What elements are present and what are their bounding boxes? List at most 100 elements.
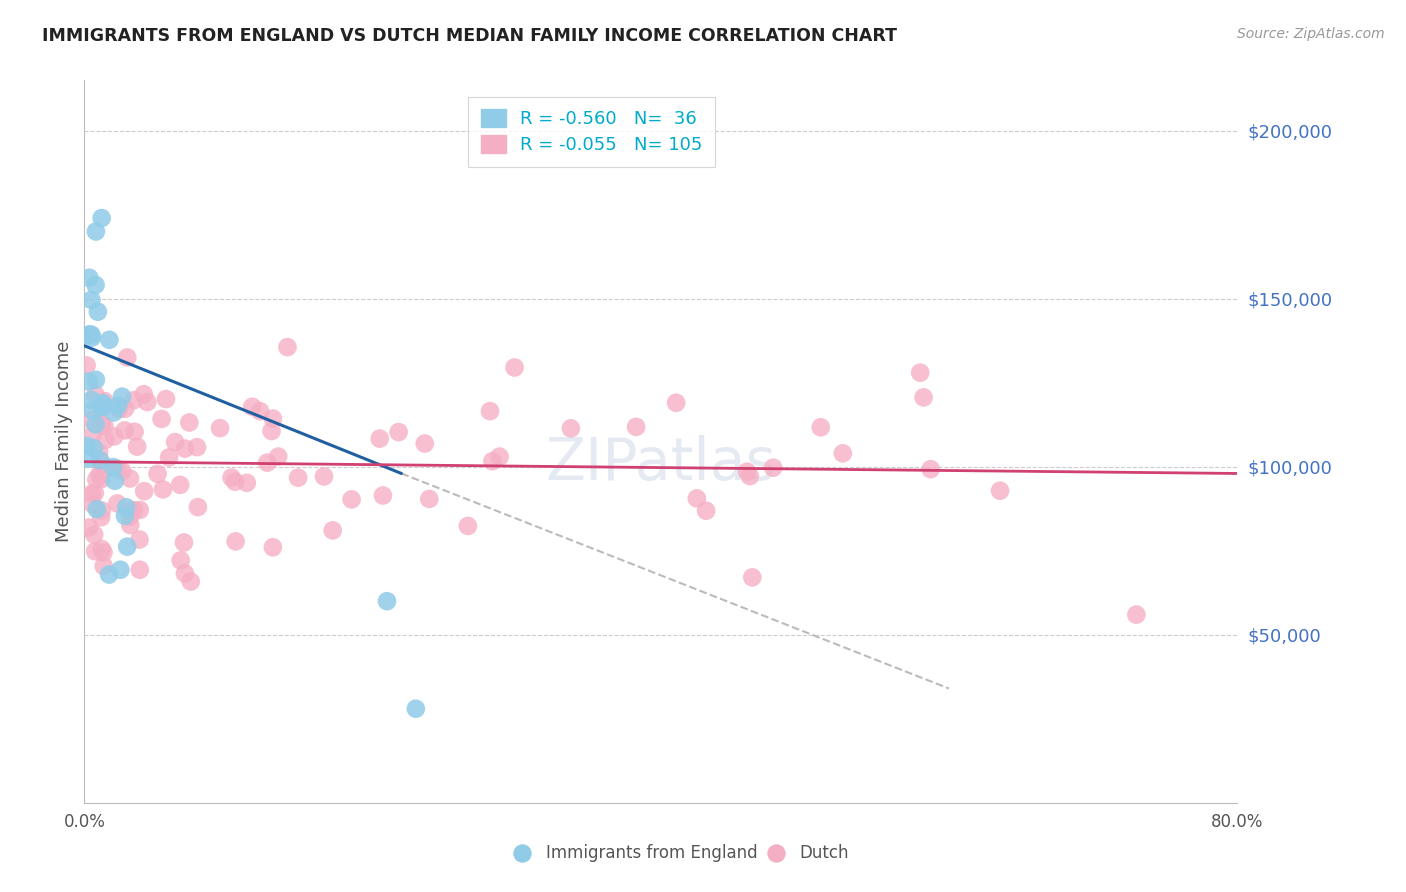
Point [115, 540, 138, 554]
Point [665, 396, 688, 410]
Point [173, 535, 195, 549]
Point [136, 395, 159, 409]
Point [340, 492, 363, 507]
Point [80, 487, 103, 501]
Point [103, 405, 125, 419]
Point [256, 456, 278, 470]
Point [225, 534, 247, 549]
Point [405, 702, 427, 716]
Point [287, 471, 309, 485]
Point [481, 454, 503, 468]
Point [169, 478, 191, 492]
Point [84, 544, 107, 558]
Point [375, 594, 398, 608]
Text: Source: ZipAtlas.com: Source: ZipAtlas.com [1237, 27, 1385, 41]
Point [224, 475, 246, 489]
Point [77, 520, 100, 534]
Point [114, 508, 136, 523]
Point [988, 483, 1011, 498]
Text: IMMIGRANTS FROM ENGLAND VS DUTCH MEDIAN FAMILY INCOME CORRELATION CHART: IMMIGRANTS FROM ENGLAND VS DUTCH MEDIAN … [42, 27, 897, 45]
Point [90, 510, 112, 524]
Point [322, 524, 344, 538]
Point [93, 418, 115, 433]
Point [84, 417, 107, 432]
Point [77, 327, 100, 342]
Point [82, 403, 104, 417]
Point [260, 424, 283, 438]
Point [91, 396, 114, 410]
Point [209, 421, 232, 435]
Point [80, 392, 103, 407]
Point [87, 445, 110, 459]
Point [80, 413, 103, 427]
Point [75, 439, 97, 453]
Point [94, 433, 117, 447]
Point [128, 563, 150, 577]
Point [221, 470, 243, 484]
Point [118, 509, 141, 524]
Point [90, 211, 112, 225]
Point [262, 541, 284, 555]
Point [179, 416, 201, 430]
Y-axis label: Median Family Income: Median Family Income [55, 341, 73, 542]
Point [150, 412, 173, 426]
Point [169, 553, 191, 567]
Point [111, 464, 134, 478]
Point [122, 393, 145, 408]
Point [105, 496, 128, 510]
Point [174, 442, 197, 456]
Point [98, 567, 121, 582]
Point [738, 469, 761, 483]
Point [84, 225, 107, 239]
Point [488, 450, 510, 464]
Point [79, 270, 101, 285]
Point [90, 472, 112, 486]
Point [912, 390, 935, 404]
Point [94, 394, 117, 409]
Point [115, 500, 138, 515]
Point [114, 401, 136, 416]
Point [89, 467, 111, 482]
Point [735, 465, 758, 479]
Point [132, 387, 155, 401]
Point [127, 440, 149, 454]
Point [146, 467, 169, 481]
Point [90, 503, 112, 517]
Point [80, 327, 103, 342]
Point [82, 497, 104, 511]
Point [276, 340, 298, 354]
Point [110, 563, 132, 577]
Point [107, 399, 129, 413]
Point [91, 399, 114, 413]
Point [90, 456, 112, 470]
Point [89, 453, 111, 467]
Point [80, 330, 103, 344]
Point [118, 471, 141, 485]
Point [695, 504, 717, 518]
Point [87, 304, 110, 318]
Point [90, 400, 112, 414]
Point [371, 488, 394, 502]
Point [84, 277, 107, 292]
Point [388, 425, 411, 439]
Point [91, 417, 114, 431]
Point [240, 400, 263, 414]
Point [503, 360, 526, 375]
Point [86, 473, 108, 487]
Point [741, 570, 763, 584]
Point [90, 542, 112, 557]
Point [560, 421, 582, 435]
Point [810, 420, 832, 434]
Point [83, 486, 105, 500]
Point [120, 517, 142, 532]
Point [831, 446, 853, 460]
Point [368, 432, 391, 446]
Point [938, 796, 960, 810]
Point [267, 450, 290, 464]
Point [262, 411, 284, 425]
Point [93, 545, 115, 559]
Point [117, 351, 139, 365]
Legend: R = -0.560   N=  36, R = -0.055   N= 105: R = -0.560 N= 36, R = -0.055 N= 105 [468, 96, 716, 167]
Point [920, 462, 942, 476]
Point [83, 527, 105, 541]
